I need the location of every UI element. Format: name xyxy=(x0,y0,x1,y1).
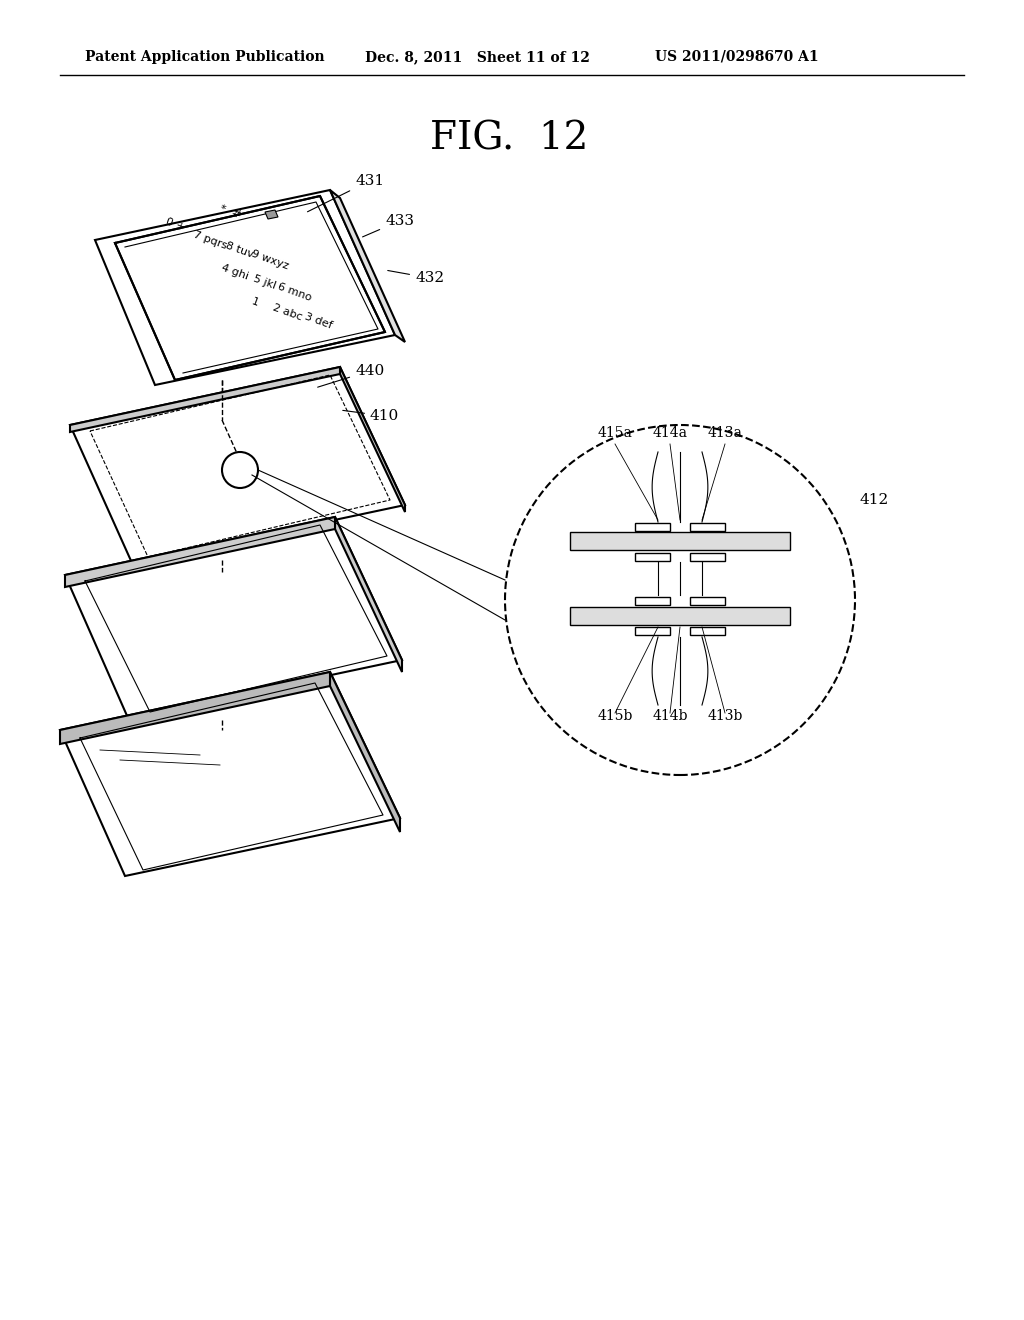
FancyBboxPatch shape xyxy=(635,627,670,635)
Text: 412: 412 xyxy=(860,492,889,507)
Text: US 2011/0298670 A1: US 2011/0298670 A1 xyxy=(655,50,818,63)
Text: 1: 1 xyxy=(250,296,260,308)
Text: Patent Application Publication: Patent Application Publication xyxy=(85,50,325,63)
FancyBboxPatch shape xyxy=(570,532,790,550)
Polygon shape xyxy=(115,195,385,380)
Polygon shape xyxy=(70,367,406,564)
Text: 2 abc: 2 abc xyxy=(271,302,303,322)
Polygon shape xyxy=(340,367,406,512)
Text: Dec. 8, 2011   Sheet 11 of 12: Dec. 8, 2011 Sheet 11 of 12 xyxy=(365,50,590,63)
Polygon shape xyxy=(65,517,335,587)
Polygon shape xyxy=(330,190,406,342)
Polygon shape xyxy=(60,672,330,744)
Circle shape xyxy=(222,451,258,488)
FancyBboxPatch shape xyxy=(690,553,725,561)
Text: 413a: 413a xyxy=(708,426,742,440)
Text: 433: 433 xyxy=(362,214,414,236)
Text: 414b: 414b xyxy=(652,709,688,723)
Text: 432: 432 xyxy=(388,271,444,285)
Text: 414a: 414a xyxy=(652,426,687,440)
FancyBboxPatch shape xyxy=(570,607,790,624)
Text: 8 tuv: 8 tuv xyxy=(225,240,255,260)
Circle shape xyxy=(505,425,855,775)
FancyBboxPatch shape xyxy=(690,523,725,531)
FancyBboxPatch shape xyxy=(690,597,725,605)
Text: 9 wxyz: 9 wxyz xyxy=(250,248,290,272)
FancyBboxPatch shape xyxy=(635,553,670,561)
Text: 0 +: 0 + xyxy=(164,216,186,234)
Polygon shape xyxy=(60,672,400,876)
Polygon shape xyxy=(265,210,278,219)
Text: 415a: 415a xyxy=(598,426,633,440)
Text: 4 ghi: 4 ghi xyxy=(220,263,250,281)
Text: 431: 431 xyxy=(307,174,384,211)
Text: 440: 440 xyxy=(317,364,384,387)
Polygon shape xyxy=(65,517,402,718)
Polygon shape xyxy=(330,672,400,832)
Text: 3 def: 3 def xyxy=(303,312,333,330)
Polygon shape xyxy=(95,190,395,385)
Text: *  #: * # xyxy=(218,203,242,220)
Polygon shape xyxy=(335,517,402,672)
Text: FIG.  12: FIG. 12 xyxy=(430,120,589,157)
Text: 413b: 413b xyxy=(708,709,742,723)
FancyBboxPatch shape xyxy=(690,627,725,635)
Text: 5 jkl: 5 jkl xyxy=(252,273,278,290)
Text: 6 mno: 6 mno xyxy=(276,281,313,302)
FancyBboxPatch shape xyxy=(635,523,670,531)
Polygon shape xyxy=(70,367,340,432)
FancyBboxPatch shape xyxy=(635,597,670,605)
Text: 7 pqrs: 7 pqrs xyxy=(191,230,228,251)
Text: 415b: 415b xyxy=(597,709,633,723)
Text: 410: 410 xyxy=(343,409,399,422)
